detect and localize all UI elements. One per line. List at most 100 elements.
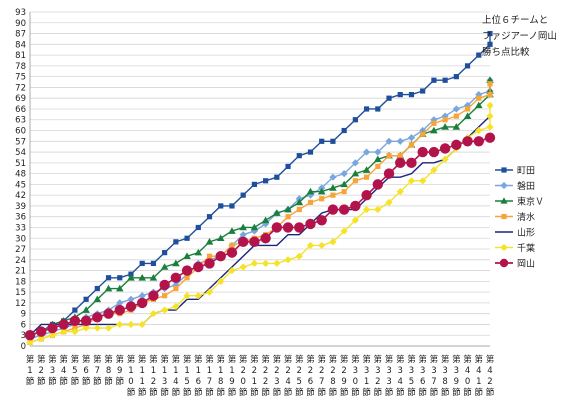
data-point (172, 259, 180, 267)
data-point (442, 77, 448, 83)
data-point (375, 163, 381, 170)
data-point (183, 292, 191, 300)
chart-title-line-1: 上位６チームと (482, 14, 548, 26)
data-point (397, 92, 403, 98)
x-tick-char: 3 (274, 377, 279, 387)
data-point (351, 159, 359, 167)
data-point (218, 203, 224, 209)
data-point (92, 312, 103, 323)
x-tick-char: 節 (317, 387, 326, 398)
data-point (500, 243, 508, 252)
data-point (181, 265, 193, 276)
y-tick-label: 36 (15, 213, 26, 223)
data-point (464, 106, 471, 112)
x-tick-char: 節 (82, 376, 91, 387)
data-point (103, 308, 114, 319)
data-point (487, 81, 493, 87)
data-point (352, 178, 358, 184)
y-tick-label: 15 (15, 288, 26, 298)
x-tick-char: 節 (48, 376, 57, 387)
data-point (500, 181, 508, 190)
data-point (452, 105, 460, 113)
x-tick-label: 第2節 (37, 354, 46, 387)
x-tick-char: 3 (50, 366, 55, 376)
x-tick-char: 第 (441, 354, 450, 365)
x-tick-char: 1 (128, 366, 133, 376)
x-tick-label: 第5節 (71, 354, 80, 387)
x-tick-char: 第 (261, 354, 270, 365)
x-tick-char: 第 (93, 354, 102, 365)
x-tick-char: 節 (374, 387, 383, 398)
y-axis: 0369121518212427303336394245485154576063… (15, 8, 490, 352)
data-point (115, 284, 124, 292)
data-point (407, 177, 416, 185)
x-tick-char: 第 (48, 354, 57, 365)
x-tick-char: 8 (106, 366, 111, 376)
data-point (473, 136, 484, 147)
data-point (408, 92, 415, 98)
x-tick-char: 6 (420, 377, 425, 387)
data-point (93, 324, 101, 332)
data-point (273, 209, 281, 216)
data-point (487, 92, 493, 98)
data-point (417, 146, 428, 158)
data-point (453, 113, 459, 119)
x-tick-char: 4 (476, 366, 481, 376)
data-point (138, 320, 146, 329)
data-point (395, 157, 406, 169)
data-point (37, 335, 45, 343)
x-tick-char: 節 (205, 387, 214, 398)
x-tick-char: 第 (273, 354, 282, 365)
x-tick-char: 節 (486, 387, 495, 398)
series-3 (27, 81, 493, 346)
x-tick-char: 第 (250, 354, 259, 365)
x-tick-char: 1 (252, 377, 257, 387)
data-point (501, 213, 507, 220)
x-tick-char: 節 (93, 376, 102, 387)
y-tick-label: 3 (21, 331, 26, 341)
data-point (475, 126, 483, 135)
data-point (363, 106, 370, 112)
data-point (340, 170, 348, 178)
series-line (29, 115, 491, 336)
legend-label: 東京Ｖ (517, 196, 544, 208)
x-tick-char: 第 (104, 354, 113, 365)
x-tick-char: 2 (263, 366, 268, 376)
data-point (430, 166, 438, 174)
x-tick-char: 第 (385, 354, 394, 365)
data-point (228, 266, 236, 275)
x-tick-char: 4 (398, 377, 403, 387)
x-tick-char: 1 (229, 366, 234, 376)
data-point (60, 328, 68, 336)
series-4 (29, 115, 491, 336)
grid-lines (30, 11, 490, 347)
data-point (116, 299, 124, 307)
x-tick-char: 6 (196, 377, 201, 387)
data-point (350, 200, 361, 212)
x-tick-char: 4 (61, 366, 66, 376)
data-point (338, 204, 350, 215)
legend-label: 岡山 (517, 259, 535, 270)
y-tick-label: 6 (21, 320, 26, 330)
x-tick-char: 第 (362, 354, 371, 365)
x-tick-char: 8 (442, 377, 447, 387)
series-line (29, 83, 491, 344)
legend-label: 町田 (517, 166, 535, 177)
data-point (239, 231, 247, 239)
x-tick-char: 節 (104, 376, 113, 387)
legend-item: 岡山 (495, 259, 535, 270)
chart-title: 上位６チームと ファジアーノ岡山 勝ち点比較 (482, 14, 557, 58)
data-point (69, 315, 81, 327)
y-tick-label: 33 (15, 223, 26, 233)
x-tick-char: 1 (139, 366, 144, 376)
x-tick-char: 3 (398, 366, 403, 376)
y-tick-label: 39 (15, 202, 26, 212)
